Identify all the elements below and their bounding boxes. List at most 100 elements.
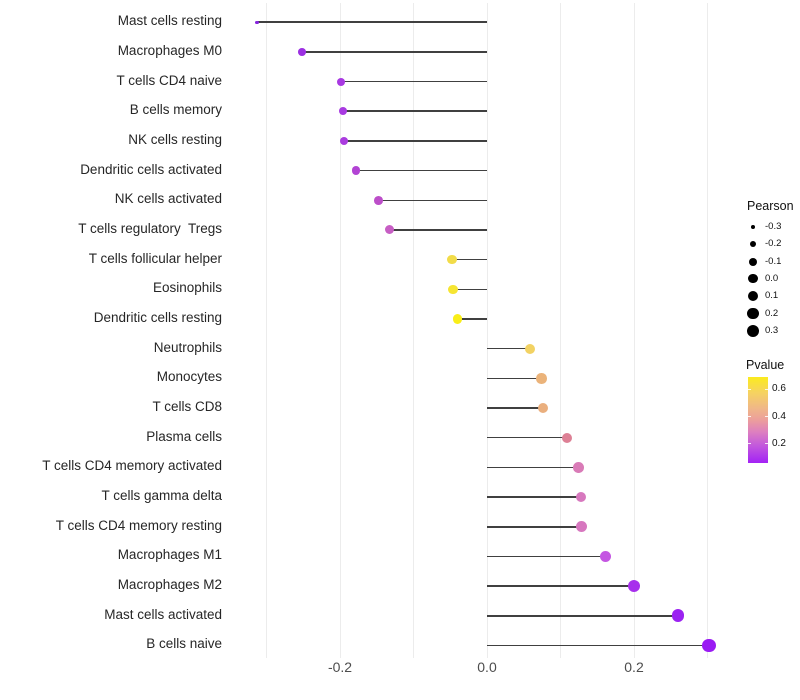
pearson-legend-label: 0.2	[765, 307, 779, 319]
lollipop-dot	[628, 580, 640, 593]
y-axis-label: Mast cells activated	[104, 606, 222, 622]
lollipop-stem	[487, 526, 582, 528]
pearson-legend-dot	[747, 291, 759, 302]
lollipop-dot	[525, 343, 536, 354]
lollipop-stem	[487, 436, 568, 439]
lollipop-dot	[373, 195, 383, 205]
y-axis-label: Macrophages M1	[117, 547, 222, 563]
pvalue-tick-label: 0.2	[772, 437, 786, 449]
pearson-legend-label: 0.0	[765, 272, 779, 284]
y-axis-label: Dendritic cells resting	[93, 310, 222, 325]
lollipop-dot	[255, 20, 259, 24]
lollipop-dot	[536, 373, 547, 384]
lollipop-dot	[340, 136, 349, 145]
y-axis-label: NK cells activated	[114, 191, 222, 207]
lollipop-stem	[457, 318, 487, 320]
pvalue-tickmark	[765, 388, 768, 390]
lollipop-dot	[336, 77, 345, 86]
y-axis-label: Macrophages M0	[117, 42, 222, 58]
y-axis-label: Dendritic cells activated	[80, 161, 222, 177]
lollipop-dot	[599, 550, 612, 563]
lollipop-dot	[338, 107, 347, 116]
pearson-legend-dot	[750, 224, 756, 230]
lollipop-dot	[575, 491, 587, 503]
y-axis-label: Mast cells resting	[117, 13, 222, 29]
pvalue-legend-title: Pvalue	[746, 358, 785, 372]
pearson-legend-dot	[746, 324, 760, 338]
lollipop-stem	[451, 258, 487, 261]
y-axis-label: T cells CD8	[152, 399, 222, 415]
lollipop-stem	[487, 377, 542, 380]
lollipop-stem	[487, 644, 709, 647]
pvalue-tickmark	[765, 443, 768, 445]
lollipop-stem	[487, 347, 531, 350]
lollipop-stem	[487, 555, 606, 558]
y-axis-label: Eosinophils	[152, 280, 222, 296]
pearson-legend-dot	[748, 274, 758, 284]
x-gridline	[560, 3, 561, 658]
pearson-legend-label: -0.3	[765, 221, 782, 232]
x-gridline	[707, 3, 708, 658]
pearson-legend-label: 0.1	[765, 290, 779, 302]
lollipop-dot	[671, 609, 685, 623]
y-axis-label: T cells gamma delta	[101, 488, 222, 504]
lollipop-dot	[561, 432, 573, 443]
y-axis-label: Monocytes	[156, 369, 222, 385]
lollipop-dot	[446, 254, 457, 265]
lollipop-stem	[356, 169, 487, 172]
pvalue-tick-label: 0.4	[772, 410, 786, 422]
pearson-legend-title: Pearson	[747, 199, 794, 213]
lollipop-stem	[487, 466, 579, 469]
pearson-legend-dot	[749, 257, 757, 266]
y-axis-label: T cells CD4 naive	[116, 72, 222, 88]
lollipop-stem	[256, 21, 487, 23]
x-gridline	[339, 3, 341, 658]
lollipop-stem	[487, 585, 634, 587]
x-gridline	[486, 3, 488, 658]
y-axis-label: T cells follicular helper	[88, 250, 222, 266]
y-axis-label: Neutrophils	[153, 339, 222, 355]
lollipop-dot	[572, 462, 584, 473]
y-axis-label: Macrophages M2	[117, 577, 222, 593]
y-axis-label: Plasma cells	[146, 428, 222, 444]
lollipop-stem	[344, 140, 487, 142]
lollipop-stem	[378, 199, 487, 202]
x-gridline	[266, 3, 267, 658]
lollipop-dot	[537, 402, 549, 414]
lollipop-dot	[448, 284, 458, 295]
x-gridline	[633, 3, 635, 658]
pearson-legend-label: -0.2	[765, 238, 782, 250]
lollipop-stem	[340, 80, 487, 83]
lollipop-dot	[297, 47, 306, 56]
pvalue-tick-label: 0.6	[772, 383, 786, 395]
x-axis-tick-label: 0.0	[477, 659, 497, 675]
x-gridline	[413, 3, 414, 658]
y-axis-label: B cells memory	[129, 102, 222, 118]
pvalue-tickmark	[748, 388, 751, 390]
y-axis-label: B cells naive	[146, 636, 222, 652]
pearson-legend-dot	[749, 241, 757, 248]
pvalue-tickmark	[748, 416, 751, 418]
lollipop-dot	[702, 638, 716, 653]
pvalue-tickmark	[765, 416, 768, 418]
y-axis-label: T cells regulatory Tregs	[78, 220, 222, 236]
lollipop-dot	[452, 314, 463, 324]
lollipop-dot	[385, 225, 395, 235]
lollipop-stem	[487, 615, 679, 617]
y-axis-label: NK cells resting	[128, 131, 222, 147]
lollipop-stem	[487, 407, 543, 409]
lollipop-dot	[351, 166, 361, 175]
pvalue-colorbar	[748, 377, 768, 463]
x-axis-tick-label: -0.2	[327, 659, 353, 675]
y-axis-label: T cells CD4 memory resting	[55, 517, 222, 533]
pearson-legend-label: -0.1	[765, 255, 782, 267]
x-axis-tick-label: 0.2	[624, 659, 644, 675]
lollipop-stem	[342, 110, 487, 112]
lollipop-stem	[453, 288, 487, 291]
pearson-legend-label: 0.3	[765, 324, 779, 336]
lollipop-dot	[576, 521, 588, 533]
lollipop-stem	[487, 496, 582, 498]
pearson-legend-dot	[747, 307, 759, 320]
pvalue-tickmark	[748, 443, 751, 445]
